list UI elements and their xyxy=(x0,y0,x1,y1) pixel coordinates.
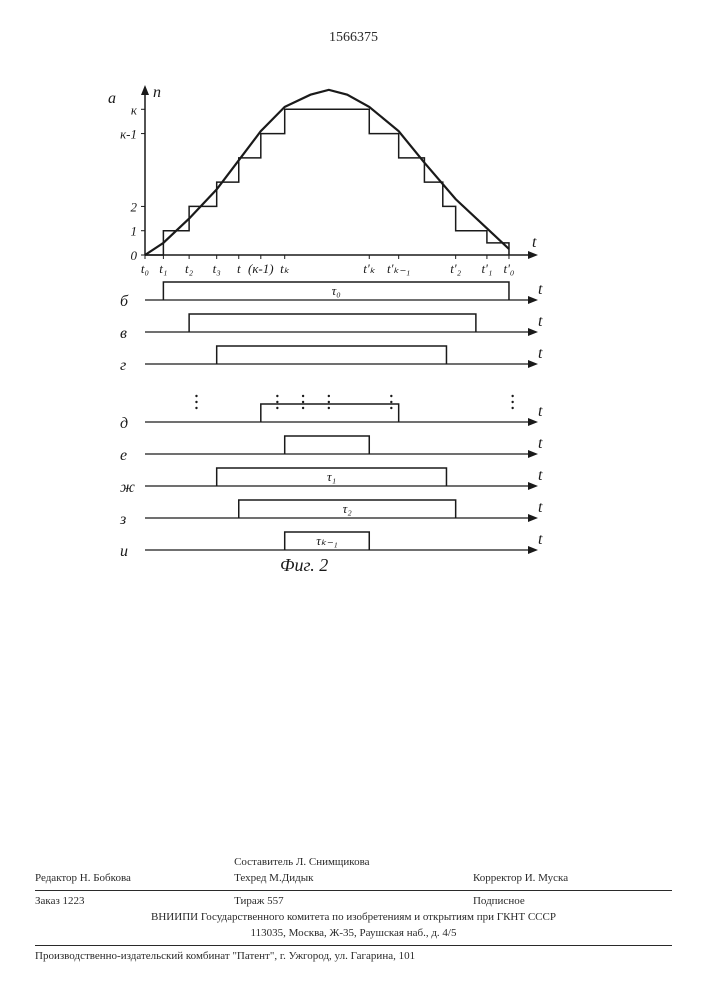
row-arrow xyxy=(528,296,538,304)
y-tick-label: 0 xyxy=(131,248,138,263)
y-tick-label: 1 xyxy=(131,224,138,239)
row-arrow xyxy=(528,546,538,554)
row-label: г xyxy=(120,357,126,374)
row-arrow xyxy=(528,328,538,336)
x-tick-label: t'₀ xyxy=(504,261,515,276)
x-axis-arrow xyxy=(528,251,538,259)
bell-curve xyxy=(145,90,509,255)
ellipsis-dot xyxy=(511,395,513,397)
row-label: и xyxy=(120,543,128,560)
row-x-label: t xyxy=(538,435,543,452)
ellipsis-dot xyxy=(195,407,197,409)
ellipsis-dot xyxy=(195,395,197,397)
row-label: ж xyxy=(120,479,135,496)
credit-composer-l xyxy=(35,855,234,871)
x-tick-label: t xyxy=(237,261,241,276)
credit-order: Заказ 1223 xyxy=(35,894,234,910)
ellipsis-dot xyxy=(302,401,304,403)
credit-tech: Техред М.Дидык xyxy=(234,871,473,887)
ellipsis-dot xyxy=(390,395,392,397)
x-tick-label: t₂ xyxy=(185,261,194,276)
tau-label: τₖ₋₁ xyxy=(316,533,338,548)
row-x-label: t xyxy=(538,467,543,484)
page-number: 1566375 xyxy=(329,30,378,46)
row-arrow xyxy=(528,450,538,458)
row-x-label: t xyxy=(538,531,543,548)
row-label: з xyxy=(119,511,126,528)
ellipsis-dot xyxy=(195,401,197,403)
ellipsis-dot xyxy=(390,401,392,403)
x-tick-label: t'ₖ xyxy=(363,261,375,276)
row-label: д xyxy=(120,415,128,432)
row-arrow xyxy=(528,482,538,490)
pulse xyxy=(189,314,476,332)
row-label: в xyxy=(120,325,127,342)
figure-caption: Фиг. 2 xyxy=(280,555,328,576)
ellipsis-dot xyxy=(328,395,330,397)
row-arrow xyxy=(528,360,538,368)
x-tick-label: t₁ xyxy=(159,261,167,276)
ellipsis-dot xyxy=(328,407,330,409)
ellipsis-dot xyxy=(328,401,330,403)
ellipsis-dot xyxy=(302,407,304,409)
tau-label: τ₁ xyxy=(327,469,336,484)
row-x-label: t xyxy=(538,313,543,330)
ellipsis-dot xyxy=(276,395,278,397)
x-tick-label: t'ₖ₋₁ xyxy=(387,261,410,276)
pulse xyxy=(261,404,399,422)
ellipsis-dot xyxy=(302,395,304,397)
separator xyxy=(35,945,672,946)
staircase xyxy=(145,109,509,255)
credit-composer: Составитель Л. Снимщикова xyxy=(234,855,473,871)
separator xyxy=(35,890,672,891)
row-label: б xyxy=(120,293,129,310)
credit-editor: Редактор Н. Бобкова xyxy=(35,871,234,887)
x-tick-label: t'₂ xyxy=(450,261,461,276)
x-axis-label: t xyxy=(532,234,537,251)
ellipsis-dot xyxy=(511,407,513,409)
chart-row-label-a: а xyxy=(108,90,116,107)
row-x-label: t xyxy=(538,345,543,362)
tau-label: τ₂ xyxy=(343,501,353,516)
row-x-label: t xyxy=(538,281,543,298)
ellipsis-dot xyxy=(276,401,278,403)
credit-tirazh: Тираж 557 xyxy=(234,894,473,910)
y-tick-label: к-1 xyxy=(120,127,137,142)
row-x-label: t xyxy=(538,499,543,516)
credit-sign: Подписное xyxy=(473,894,672,910)
credit-print: Производственно-издательский комбинат "П… xyxy=(35,949,672,965)
row-x-label: t xyxy=(538,403,543,420)
credit-corr: Корректор И. Муска xyxy=(473,871,672,887)
y-tick-label: 2 xyxy=(131,199,138,214)
ellipsis-dot xyxy=(390,407,392,409)
figure: а n t 0 1 2 к-1 к t₀ t₁ t₂ t₃ t (к-1) tₖ t'ₖ t'ₖ₋₁ t'₂ t'₁… xyxy=(90,75,550,575)
x-tick-label: t₀ xyxy=(141,261,149,276)
x-tick-label: t₃ xyxy=(213,261,221,276)
row-label: е xyxy=(120,447,127,464)
ellipsis-dot xyxy=(511,401,513,403)
y-axis-label: n xyxy=(153,84,161,101)
credit-org: ВНИИПИ Государственного комитета по изоб… xyxy=(35,910,672,926)
pulse xyxy=(285,436,370,454)
credit-addr: 113035, Москва, Ж-35, Раушская наб., д. … xyxy=(35,926,672,942)
x-tick-label: t'₁ xyxy=(481,261,492,276)
x-tick-label: tₖ xyxy=(280,261,290,276)
pulse xyxy=(217,346,447,364)
x-tick-label: (к-1) xyxy=(248,261,274,276)
credits-block: Составитель Л. Снимщикова Редактор Н. Бо… xyxy=(35,855,672,965)
row-arrow xyxy=(528,418,538,426)
tau-label: τ₀ xyxy=(332,283,341,298)
y-tick-label: к xyxy=(131,102,138,117)
y-axis-arrow xyxy=(141,85,149,95)
row-arrow xyxy=(528,514,538,522)
ellipsis-dot xyxy=(276,407,278,409)
